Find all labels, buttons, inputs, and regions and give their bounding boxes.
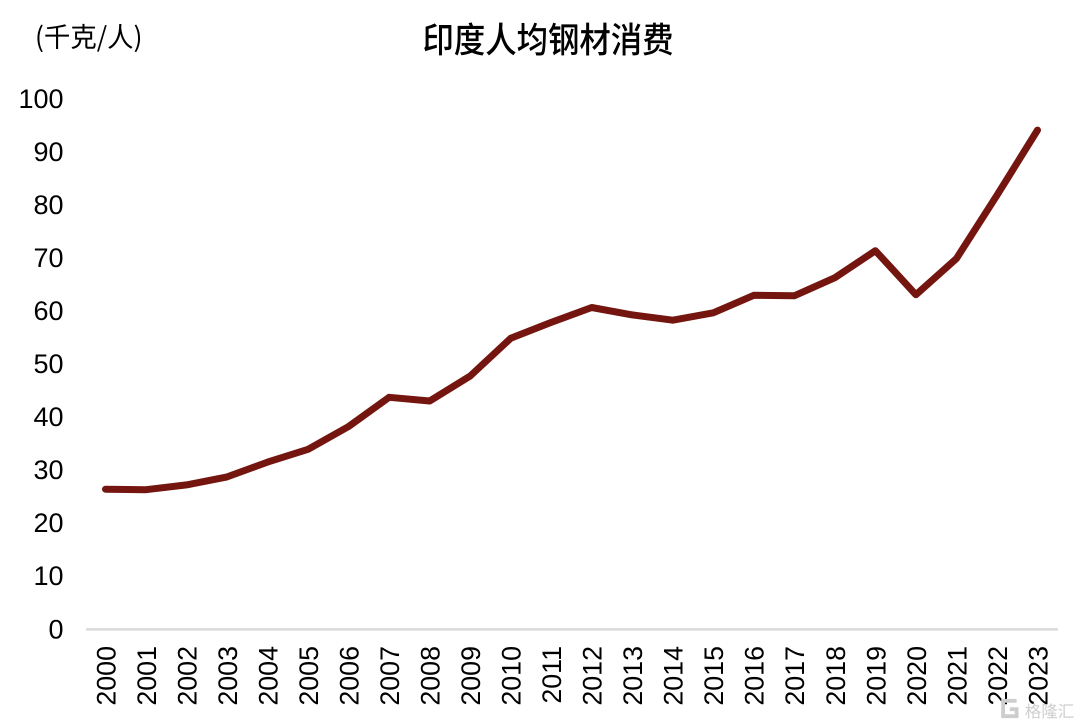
svg-text:90: 90 <box>33 137 63 167</box>
svg-text:2013: 2013 <box>618 646 648 706</box>
svg-text:2007: 2007 <box>375 646 405 706</box>
svg-text:2014: 2014 <box>659 646 689 706</box>
svg-text:0: 0 <box>48 614 63 644</box>
svg-text:2017: 2017 <box>780 646 810 706</box>
svg-text:60: 60 <box>33 296 63 326</box>
svg-text:2002: 2002 <box>172 646 202 706</box>
svg-text:80: 80 <box>33 190 63 220</box>
svg-text:2006: 2006 <box>335 646 365 706</box>
svg-text:2021: 2021 <box>942 646 972 706</box>
svg-text:2023: 2023 <box>1023 646 1053 706</box>
svg-text:10: 10 <box>33 561 63 591</box>
svg-text:2018: 2018 <box>821 646 851 706</box>
svg-text:2016: 2016 <box>740 646 770 706</box>
svg-text:2020: 2020 <box>902 646 932 706</box>
svg-text:40: 40 <box>33 402 63 432</box>
svg-text:2012: 2012 <box>578 646 608 706</box>
svg-text:2008: 2008 <box>416 646 446 706</box>
svg-text:20: 20 <box>33 508 63 538</box>
svg-text:2015: 2015 <box>699 646 729 706</box>
svg-text:50: 50 <box>33 349 63 379</box>
svg-text:2005: 2005 <box>294 646 324 706</box>
svg-text:2003: 2003 <box>213 646 243 706</box>
svg-text:2004: 2004 <box>254 646 284 706</box>
svg-text:2000: 2000 <box>91 646 121 706</box>
svg-text:100: 100 <box>18 84 63 114</box>
svg-text:2019: 2019 <box>861 646 891 706</box>
svg-text:2009: 2009 <box>456 646 486 706</box>
svg-text:2011: 2011 <box>537 646 567 704</box>
svg-text:2001: 2001 <box>132 646 162 706</box>
svg-text:2022: 2022 <box>983 646 1013 706</box>
svg-text:2010: 2010 <box>497 646 527 706</box>
svg-text:70: 70 <box>33 243 63 273</box>
svg-text:30: 30 <box>33 455 63 485</box>
